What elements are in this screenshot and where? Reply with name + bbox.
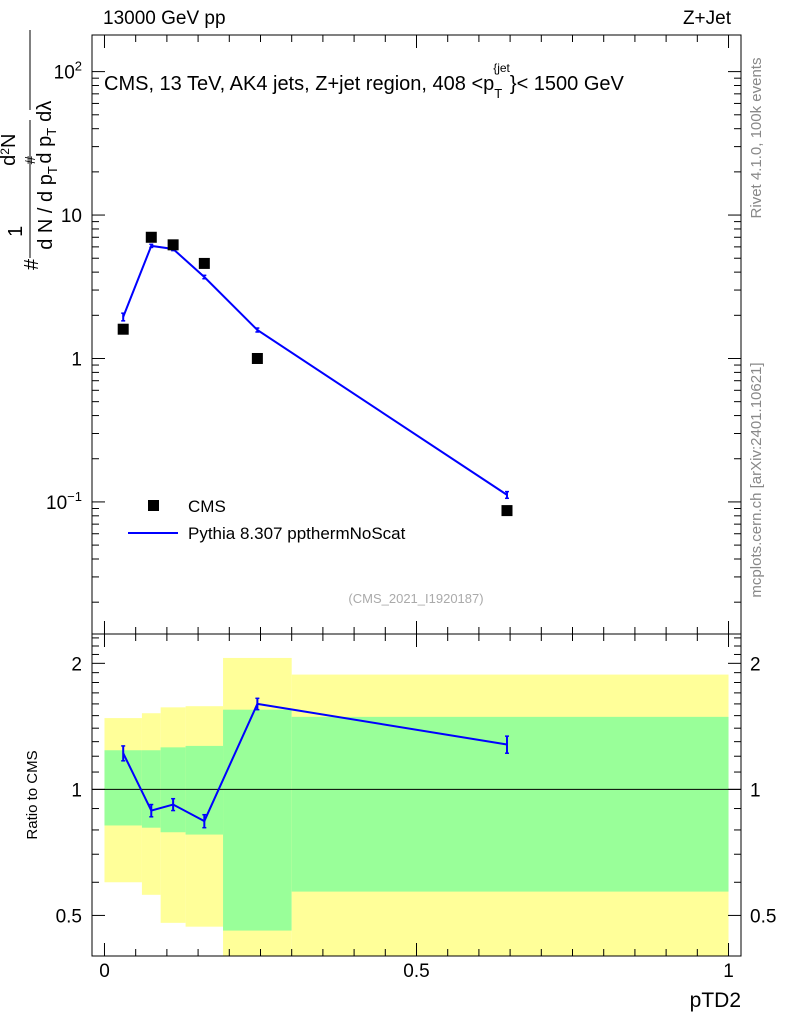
y-tick-label: 102 <box>54 59 82 84</box>
ratio-y-tick-label-right: 2 <box>750 654 761 675</box>
ratio-y-tick-label-right: 1 <box>750 780 761 801</box>
cms-point <box>198 257 210 269</box>
y-tick-label: 10−1 <box>46 489 82 514</box>
ratio-y-tick-label-right: 0.5 <box>750 906 776 927</box>
cms-point <box>117 323 129 335</box>
main-y-label: #1d N / d pT#d2Nd pTdλ <box>0 30 60 270</box>
main-frame <box>91 34 742 635</box>
ratio-line <box>122 702 508 823</box>
pythia-line <box>122 244 508 496</box>
beam-label: 13000 GeV pp <box>103 8 226 29</box>
process-label: Z+Jet <box>682 8 731 29</box>
inner-band-4 <box>223 709 292 931</box>
rivet-version-label: Rivet 4.1.0, 100k events <box>748 58 765 219</box>
legend-cms-marker <box>148 500 159 511</box>
mcplots-source-label: mcplots.cern.ch [arXiv:2401.10621] <box>748 362 765 597</box>
y-tick-label: 10 <box>61 206 82 227</box>
uncertainty-bands <box>104 657 729 956</box>
x-tick-label: 0.5 <box>403 961 429 982</box>
main-y-label-text: #1d N / d pT#d2Nd pTdλ <box>0 101 60 270</box>
y-tick-label: 1 <box>71 349 82 370</box>
cms-point <box>167 239 179 251</box>
cms-point <box>501 505 513 517</box>
inner-band-0 <box>104 750 142 826</box>
axis-ticks <box>92 35 741 957</box>
x-axis-label: pTD2 <box>690 989 741 1012</box>
inner-band-5 <box>291 716 729 892</box>
analysis-watermark: (CMS_2021_I1920187) <box>348 591 483 606</box>
x-tick-label: 1 <box>723 961 734 982</box>
cms-point <box>251 352 263 364</box>
legend-cms-label: CMS <box>188 497 226 516</box>
ratio-y-tick-label: 2 <box>71 654 82 675</box>
chart-title: CMS, 13 TeV, AK4 jets, Z+jet region, 408… <box>104 61 625 101</box>
text-labels: 0 0.5 1 102 10 1 10−1 2 2 1 1 0.5 0.5 CMS Pythia 8.307… <box>0 30 776 1012</box>
legend-pythia-label: Pythia 8.307 ppthermNoScat <box>188 524 406 543</box>
ratio-y-tick-label: 1 <box>71 780 82 801</box>
data-series <box>117 231 513 829</box>
cms-point <box>145 231 157 243</box>
ratio-y-label: Ratio to CMS <box>24 750 41 839</box>
ratio-y-tick-label: 0.5 <box>56 906 82 927</box>
x-tick-label: 0 <box>99 961 110 982</box>
